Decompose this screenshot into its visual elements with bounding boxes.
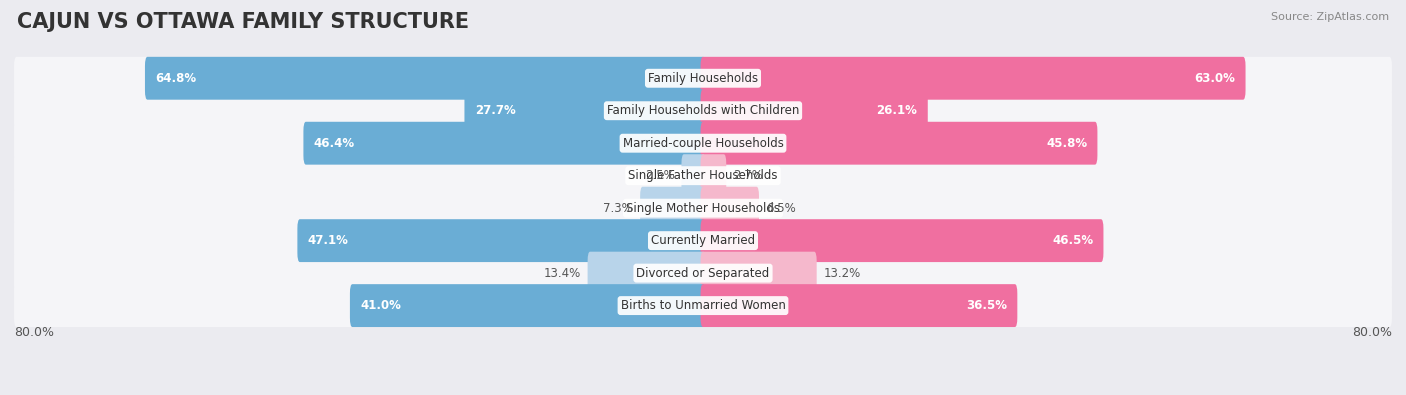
FancyBboxPatch shape [145,57,706,100]
Text: 46.4%: 46.4% [314,137,354,150]
Text: Single Mother Households: Single Mother Households [626,202,780,214]
FancyBboxPatch shape [14,122,1392,165]
Text: 46.5%: 46.5% [1052,234,1092,247]
FancyBboxPatch shape [700,57,1246,100]
Text: 64.8%: 64.8% [155,72,197,85]
FancyBboxPatch shape [14,252,1392,295]
FancyBboxPatch shape [700,219,1104,262]
FancyBboxPatch shape [464,89,706,132]
FancyBboxPatch shape [14,219,1392,262]
FancyBboxPatch shape [700,122,1098,165]
Text: 27.7%: 27.7% [475,104,516,117]
FancyBboxPatch shape [700,187,759,229]
FancyBboxPatch shape [588,252,706,295]
Text: 80.0%: 80.0% [14,326,53,339]
Text: 7.3%: 7.3% [603,202,633,214]
Text: 13.2%: 13.2% [824,267,860,280]
Text: 2.5%: 2.5% [645,169,675,182]
Text: 41.0%: 41.0% [360,299,401,312]
FancyBboxPatch shape [14,57,1392,100]
FancyBboxPatch shape [14,187,1392,229]
Text: Currently Married: Currently Married [651,234,755,247]
Text: Divorced or Separated: Divorced or Separated [637,267,769,280]
FancyBboxPatch shape [14,89,1392,132]
FancyBboxPatch shape [700,252,817,295]
Text: 47.1%: 47.1% [308,234,349,247]
Text: Family Households: Family Households [648,72,758,85]
Text: 45.8%: 45.8% [1046,137,1087,150]
Legend: Cajun, Ottawa: Cajun, Ottawa [623,391,783,395]
FancyBboxPatch shape [304,122,706,165]
FancyBboxPatch shape [298,219,706,262]
Text: Family Households with Children: Family Households with Children [607,104,799,117]
Text: 13.4%: 13.4% [544,267,581,280]
Text: 2.7%: 2.7% [733,169,763,182]
Text: 6.5%: 6.5% [766,202,796,214]
FancyBboxPatch shape [700,89,928,132]
Text: 36.5%: 36.5% [966,299,1007,312]
Text: Births to Unmarried Women: Births to Unmarried Women [620,299,786,312]
Text: 80.0%: 80.0% [1353,326,1392,339]
FancyBboxPatch shape [700,284,1018,327]
Text: Source: ZipAtlas.com: Source: ZipAtlas.com [1271,12,1389,22]
Text: CAJUN VS OTTAWA FAMILY STRUCTURE: CAJUN VS OTTAWA FAMILY STRUCTURE [17,12,470,32]
FancyBboxPatch shape [350,284,706,327]
FancyBboxPatch shape [700,154,727,197]
FancyBboxPatch shape [14,154,1392,197]
FancyBboxPatch shape [682,154,706,197]
Text: Single Father Households: Single Father Households [628,169,778,182]
FancyBboxPatch shape [14,284,1392,327]
Text: 26.1%: 26.1% [876,104,918,117]
Text: 63.0%: 63.0% [1194,72,1236,85]
FancyBboxPatch shape [640,187,706,229]
Text: Married-couple Households: Married-couple Households [623,137,783,150]
